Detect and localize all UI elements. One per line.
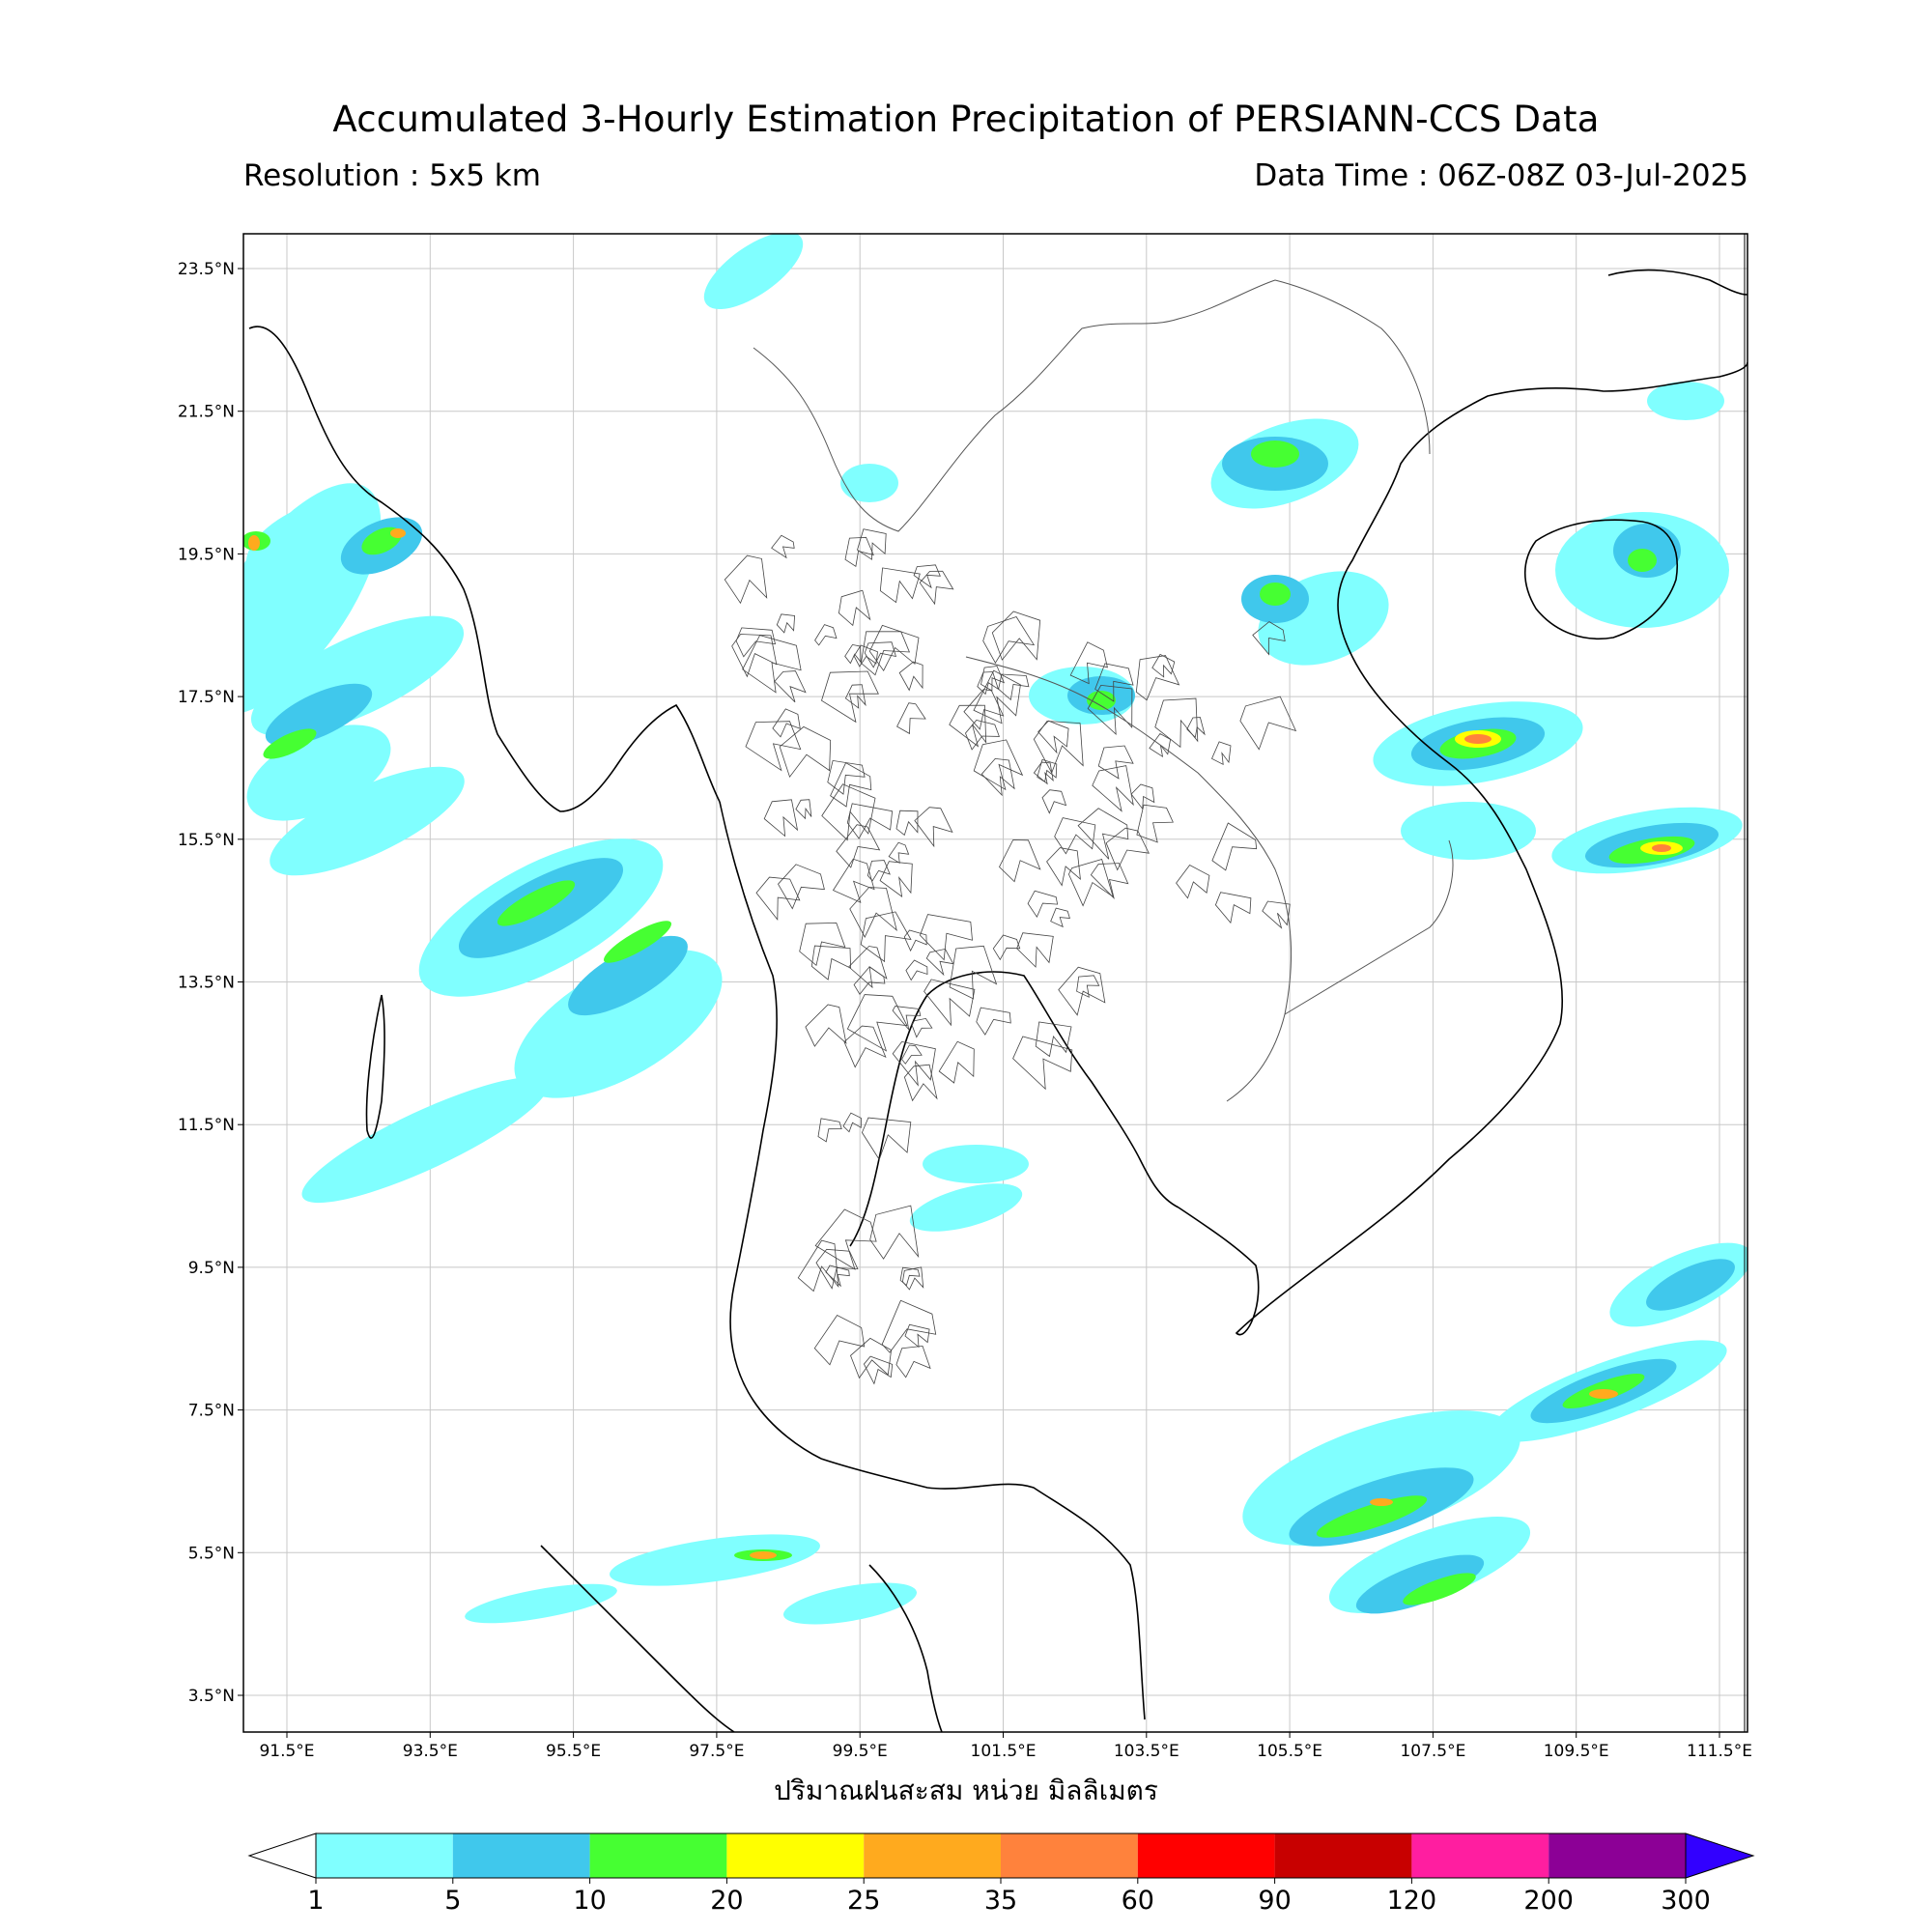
- rain-layer-heavy: [248, 528, 1683, 1559]
- lat-tick-label: 13.5°N: [178, 974, 235, 993]
- lon-tick-label: 95.5°E: [546, 1742, 601, 1761]
- colorbar-label: 60: [1122, 1886, 1154, 1916]
- x-axis-title: ปริมาณฝนสะสม หน่วย มิลลิเมตร: [774, 1775, 1158, 1806]
- map-title: Accumulated 3-Hourly Estimation Precipit…: [332, 99, 1600, 140]
- colorbar-label: 35: [984, 1886, 1017, 1916]
- province-boundaries: [724, 528, 1297, 1385]
- lon-tick-label: 97.5°E: [689, 1742, 744, 1761]
- lon-tick-label: 91.5°E: [259, 1742, 314, 1761]
- lat-tick-label: 19.5°N: [178, 545, 235, 564]
- lon-tick-label: 93.5°E: [403, 1742, 458, 1761]
- lat-tick-label: 9.5°N: [188, 1259, 235, 1278]
- colorbar: 1 5 10 20 25 35 60 90 120 200 300: [247, 1833, 1755, 1916]
- lon-tick-label: 103.5°E: [1114, 1742, 1179, 1761]
- colorbar-label: 10: [573, 1886, 606, 1916]
- lon-tick-label: 101.5°E: [971, 1742, 1037, 1761]
- lon-tick-label: 107.5°E: [1400, 1742, 1465, 1761]
- lat-tick-label: 3.5°N: [188, 1687, 235, 1706]
- colorbar-label: 200: [1523, 1886, 1574, 1916]
- colorbar-segment: [864, 1833, 1001, 1878]
- colorbar-label: 120: [1387, 1886, 1437, 1916]
- colorbar-label: 25: [847, 1886, 880, 1916]
- lat-tick-label: 5.5°N: [188, 1544, 235, 1563]
- longitude-axis: 91.5°E 93.5°E 95.5°E 97.5°E 99.5°E 101.5°E 103…: [259, 1732, 1752, 1761]
- country-boundaries: [753, 279, 1454, 1102]
- map-frame: [242, 233, 1748, 1733]
- lat-tick-label: 17.5°N: [178, 688, 235, 707]
- colorbar-lower-arrow: [247, 1833, 317, 1879]
- lat-tick-label: 15.5°N: [178, 831, 235, 850]
- colorbar-upper-arrow: [1685, 1833, 1755, 1879]
- colorbar-segment: [1411, 1833, 1549, 1878]
- lat-tick-label: 23.5°N: [178, 260, 235, 279]
- colorbar-segment: [1137, 1833, 1275, 1878]
- colorbar-segment: [1001, 1833, 1138, 1878]
- coastlines: [248, 269, 1747, 1732]
- lon-tick-label: 105.5°E: [1257, 1742, 1322, 1761]
- rain-layer-medium: [265, 437, 1735, 1614]
- lon-tick-label: 99.5°E: [833, 1742, 888, 1761]
- colorbar-segment: [1274, 1833, 1412, 1878]
- lon-tick-label: 111.5°E: [1687, 1742, 1752, 1761]
- lat-tick-label: 11.5°N: [178, 1116, 235, 1135]
- colorbar-label: 300: [1661, 1886, 1711, 1916]
- colorbar-segment: [316, 1833, 453, 1878]
- lat-tick-label: 21.5°N: [178, 403, 235, 422]
- colorbar-segment: [452, 1833, 590, 1878]
- colorbar-label: 5: [444, 1886, 461, 1916]
- lat-tick-label: 7.5°N: [188, 1402, 235, 1421]
- lon-tick-label: 109.5°E: [1544, 1742, 1609, 1761]
- colorbar-label: 1: [307, 1886, 324, 1916]
- colorbar-segment: [589, 1833, 727, 1878]
- colorbar-label: 20: [710, 1886, 743, 1916]
- colorbar-segment: [726, 1833, 865, 1878]
- resolution-label: Resolution : 5x5 km: [243, 158, 541, 193]
- data-time-label: Data Time : 06Z-08Z 03-Jul-2025: [1254, 158, 1748, 193]
- latitude-axis: 23.5°N 21.5°N 19.5°N 17.5°N 15.5°N 13.5°N 11.5…: [178, 260, 243, 1706]
- colorbar-segment: [1548, 1833, 1686, 1878]
- colorbar-label: 90: [1258, 1886, 1291, 1916]
